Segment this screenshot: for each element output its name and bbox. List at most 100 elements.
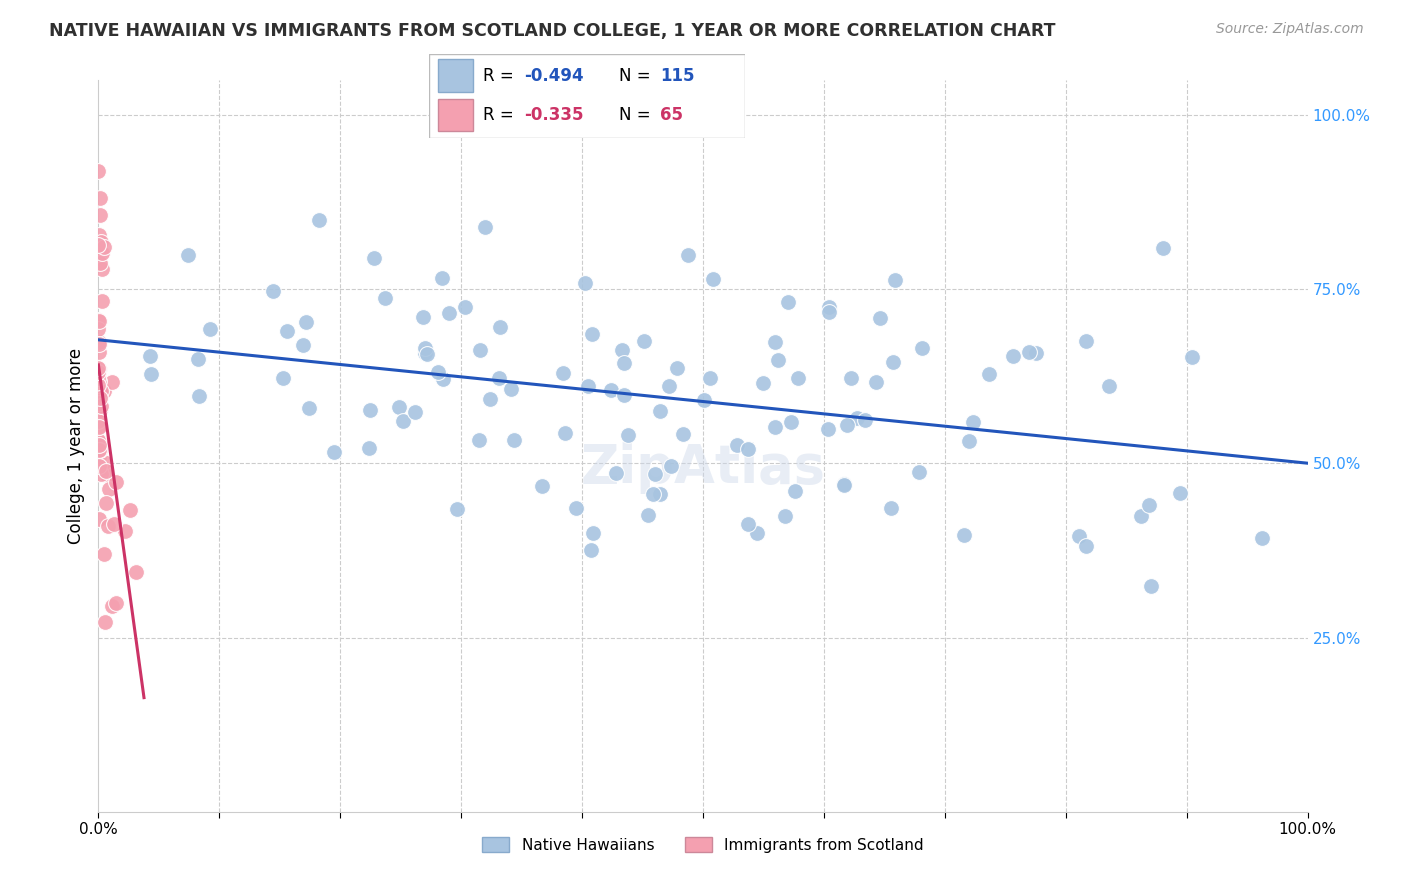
Point xyxy=(322,445,344,459)
Point xyxy=(599,383,621,397)
Text: ZipAtlas: ZipAtlas xyxy=(581,442,825,494)
Point xyxy=(581,326,603,341)
Point xyxy=(613,356,636,370)
Point xyxy=(388,400,411,414)
Point xyxy=(1181,350,1204,364)
Point xyxy=(818,300,841,314)
Point xyxy=(613,388,636,402)
Point xyxy=(89,255,111,269)
Point xyxy=(783,484,806,499)
Point xyxy=(96,467,118,482)
Point xyxy=(413,346,436,360)
Point xyxy=(1250,531,1272,545)
Point xyxy=(89,208,111,222)
Point xyxy=(363,252,385,266)
Point xyxy=(87,458,110,473)
Point xyxy=(725,438,748,452)
Point xyxy=(1139,498,1161,512)
Point xyxy=(582,525,605,540)
Point xyxy=(94,615,117,629)
Point xyxy=(650,486,672,500)
Point xyxy=(262,284,284,298)
Point xyxy=(114,524,136,538)
Point xyxy=(880,500,903,515)
Point xyxy=(87,164,110,178)
Point xyxy=(752,376,775,390)
Point xyxy=(89,374,111,388)
Point xyxy=(786,371,808,385)
Point xyxy=(665,360,688,375)
Point xyxy=(87,238,110,252)
FancyBboxPatch shape xyxy=(439,60,472,92)
Point xyxy=(644,467,666,481)
Text: R =: R = xyxy=(482,106,519,124)
Point xyxy=(977,367,1000,381)
Point xyxy=(1074,334,1097,349)
Point xyxy=(187,389,209,403)
Point xyxy=(432,372,454,386)
Point xyxy=(1098,379,1121,393)
Point xyxy=(574,276,596,290)
Point xyxy=(292,338,315,352)
Point xyxy=(87,368,110,382)
Point xyxy=(87,371,110,385)
Point xyxy=(737,516,759,531)
Point xyxy=(882,355,904,369)
Point xyxy=(177,248,200,262)
Point xyxy=(89,442,111,457)
Point xyxy=(98,482,121,496)
Point xyxy=(658,379,681,393)
Point xyxy=(907,465,929,479)
Point xyxy=(412,310,434,324)
Point xyxy=(1130,508,1153,523)
Point xyxy=(659,459,682,474)
Point xyxy=(87,336,110,351)
Point xyxy=(125,565,148,579)
Point xyxy=(1074,539,1097,553)
Point xyxy=(374,291,396,305)
Point xyxy=(779,415,801,429)
Point xyxy=(87,314,110,328)
Point xyxy=(87,395,110,409)
Point xyxy=(90,384,112,399)
Point xyxy=(869,311,891,326)
Point xyxy=(832,477,855,491)
Point xyxy=(101,375,124,389)
Point xyxy=(551,366,574,380)
Point xyxy=(87,237,110,252)
Point xyxy=(87,449,110,463)
Point xyxy=(391,414,413,428)
Point xyxy=(773,508,796,523)
Point xyxy=(488,371,510,385)
Point xyxy=(416,347,439,361)
Point xyxy=(91,245,114,260)
Point xyxy=(89,228,111,243)
Point xyxy=(413,341,436,355)
Point xyxy=(468,433,491,447)
Point xyxy=(839,371,862,385)
Point xyxy=(962,416,984,430)
Point xyxy=(503,434,526,448)
Point xyxy=(93,455,115,469)
Text: -0.335: -0.335 xyxy=(524,106,583,124)
Point xyxy=(1168,485,1191,500)
Point xyxy=(87,408,110,422)
Point xyxy=(91,261,114,276)
Point xyxy=(676,248,699,262)
Point xyxy=(89,248,111,262)
Point xyxy=(489,320,512,334)
Point xyxy=(1002,349,1025,363)
Point xyxy=(737,442,759,456)
Point xyxy=(87,434,110,448)
Point xyxy=(200,322,222,336)
Point xyxy=(93,239,115,253)
Point xyxy=(699,371,721,385)
Point xyxy=(87,362,110,376)
Point xyxy=(87,322,110,336)
Point xyxy=(87,396,110,410)
Point xyxy=(87,438,110,452)
Point xyxy=(187,352,209,367)
Point xyxy=(499,382,522,396)
Point xyxy=(89,391,111,405)
Point xyxy=(87,313,110,327)
